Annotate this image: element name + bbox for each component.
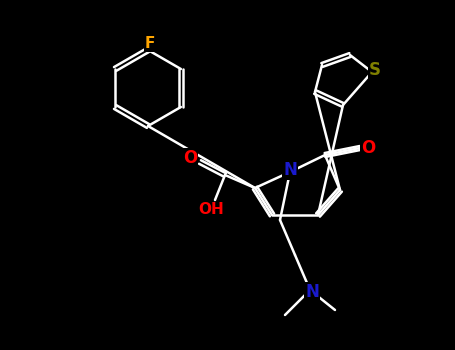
Text: S: S bbox=[369, 61, 381, 79]
Text: O: O bbox=[361, 139, 375, 157]
Text: N: N bbox=[305, 283, 319, 301]
Text: OH: OH bbox=[198, 203, 224, 217]
Text: O: O bbox=[183, 149, 197, 167]
Text: F: F bbox=[145, 36, 155, 51]
Text: N: N bbox=[283, 161, 297, 179]
